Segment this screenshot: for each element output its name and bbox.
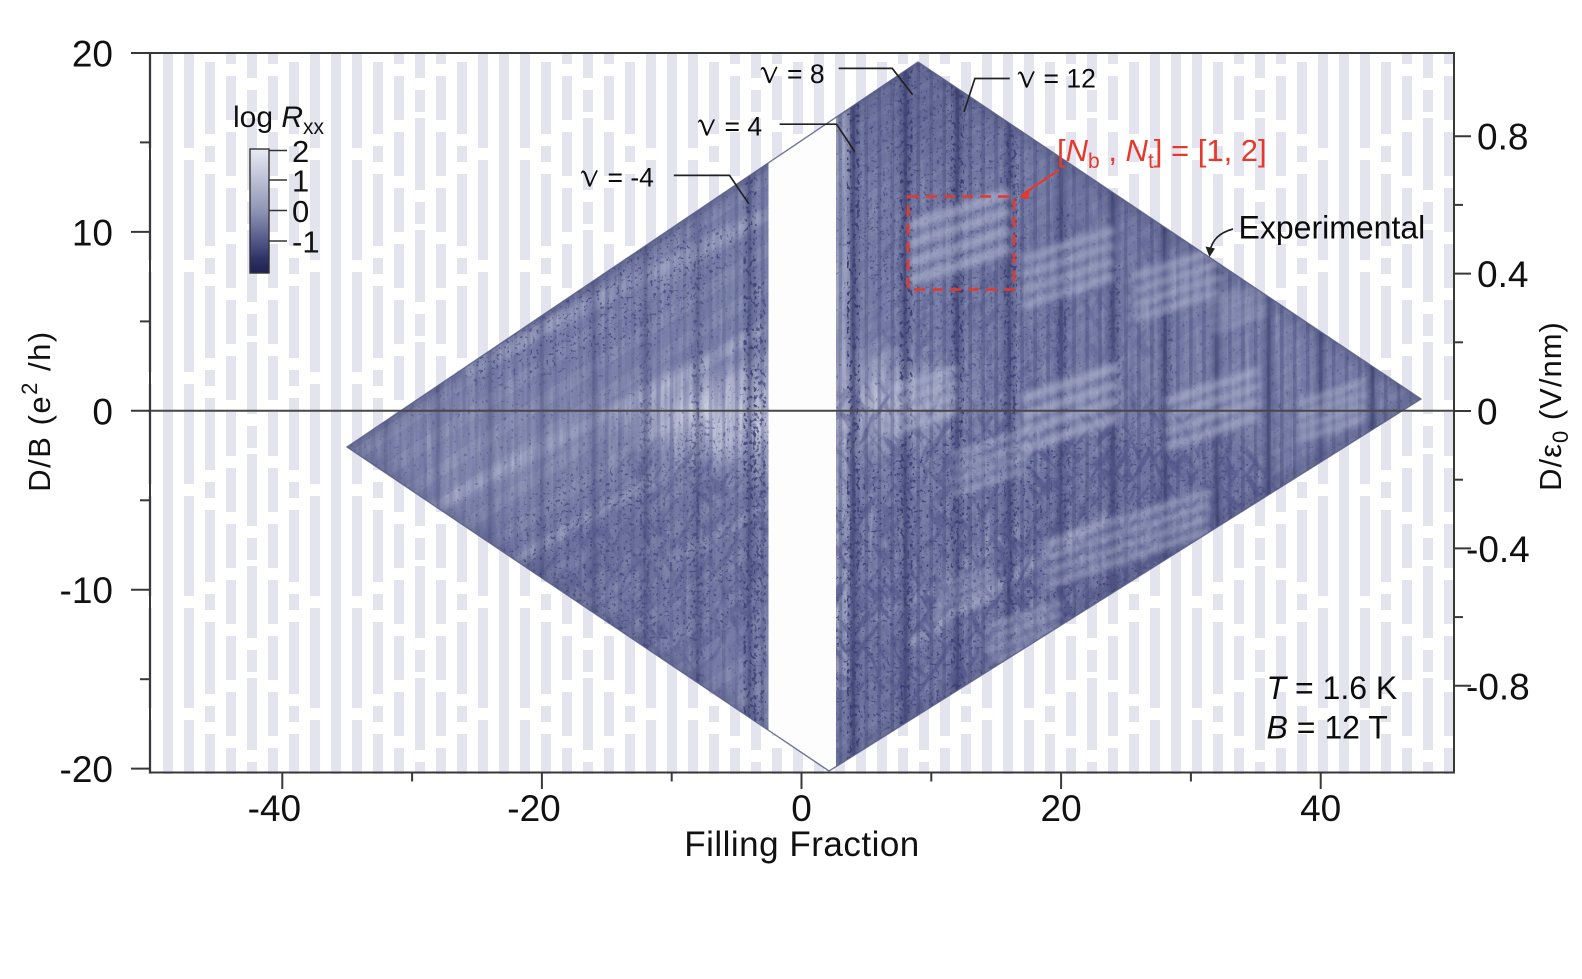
svg-text:1: 1 xyxy=(292,163,309,198)
svg-text:2: 2 xyxy=(292,134,309,169)
svg-text:D/ε0 (V/nm): D/ε0 (V/nm) xyxy=(1533,321,1573,491)
svg-text:-0.8: -0.8 xyxy=(1466,666,1530,707)
svg-text:-20: -20 xyxy=(60,749,113,790)
svg-text:D/B (e2 /h): D/B (e2 /h) xyxy=(17,330,57,491)
svg-text:-10: -10 xyxy=(60,570,113,611)
svg-text:0: 0 xyxy=(92,391,113,432)
svg-text:Experimental: Experimental xyxy=(1239,210,1426,246)
svg-text:-1: -1 xyxy=(292,224,320,259)
svg-text:[Nb , Nt] = [1, 2]: [Nb , Nt] = [1, 2] xyxy=(1057,133,1267,173)
svg-text:20: 20 xyxy=(1041,788,1082,829)
svg-text:-20: -20 xyxy=(507,788,560,829)
svg-text:B = 12 T: B = 12 T xyxy=(1267,710,1388,746)
svg-text:20: 20 xyxy=(72,34,113,75)
svg-text:-40: -40 xyxy=(248,788,301,829)
svg-text:-0.4: -0.4 xyxy=(1466,529,1530,570)
svg-text:0: 0 xyxy=(1477,392,1498,433)
svg-text:0: 0 xyxy=(292,194,309,229)
svg-text:0.8: 0.8 xyxy=(1477,117,1528,158)
svg-text:= 4: = 4 xyxy=(725,112,763,142)
svg-text:40: 40 xyxy=(1300,788,1341,829)
svg-text:= 12: = 12 xyxy=(1044,64,1096,94)
svg-text:Filling Fraction: Filling Fraction xyxy=(684,825,920,864)
svg-text:T = 1.6 K: T = 1.6 K xyxy=(1267,670,1398,706)
svg-text:0: 0 xyxy=(791,788,812,829)
svg-text:= -4: = -4 xyxy=(608,163,654,193)
svg-text:0.4: 0.4 xyxy=(1477,254,1528,295)
svg-text:10: 10 xyxy=(72,212,113,253)
svg-text:= 8: = 8 xyxy=(787,59,825,89)
